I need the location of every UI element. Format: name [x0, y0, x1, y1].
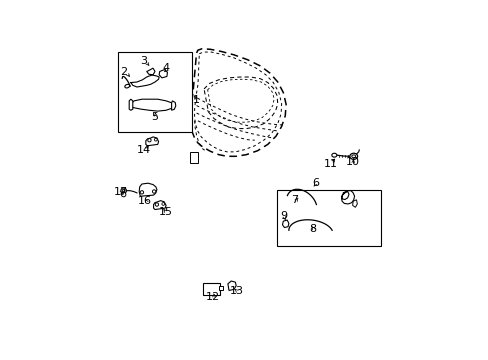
Bar — [219, 286, 222, 291]
Polygon shape — [153, 201, 166, 210]
Ellipse shape — [124, 84, 129, 88]
Circle shape — [122, 189, 125, 192]
Bar — [117, 51, 192, 132]
Circle shape — [121, 192, 125, 197]
Polygon shape — [159, 69, 167, 78]
Text: 2: 2 — [120, 67, 127, 77]
Text: 7: 7 — [291, 195, 298, 205]
Polygon shape — [282, 220, 288, 228]
Polygon shape — [145, 137, 158, 146]
Bar — [190, 152, 198, 163]
Text: 13: 13 — [229, 286, 243, 296]
Text: 6: 6 — [312, 178, 319, 188]
Circle shape — [140, 191, 143, 194]
Circle shape — [155, 203, 158, 206]
Ellipse shape — [331, 153, 336, 157]
Text: 10: 10 — [346, 157, 360, 167]
Text: 11: 11 — [324, 159, 337, 169]
Circle shape — [162, 203, 164, 205]
Text: 9: 9 — [280, 211, 287, 221]
Text: 17: 17 — [114, 187, 128, 197]
Circle shape — [147, 139, 151, 142]
Circle shape — [121, 188, 126, 193]
Polygon shape — [352, 200, 357, 207]
Text: 4: 4 — [162, 63, 169, 73]
Ellipse shape — [349, 153, 357, 159]
Text: 3: 3 — [140, 56, 147, 66]
Circle shape — [154, 138, 157, 141]
Text: 8: 8 — [309, 224, 316, 234]
Polygon shape — [139, 183, 157, 196]
Polygon shape — [171, 101, 175, 110]
Polygon shape — [146, 68, 155, 75]
FancyBboxPatch shape — [203, 283, 220, 294]
Text: 16: 16 — [138, 196, 152, 206]
Circle shape — [152, 190, 156, 193]
Ellipse shape — [351, 155, 355, 158]
Polygon shape — [227, 281, 236, 291]
Text: 5: 5 — [151, 112, 158, 122]
Text: 12: 12 — [206, 292, 220, 302]
Text: 14: 14 — [137, 145, 151, 155]
Polygon shape — [129, 99, 133, 110]
Bar — [276, 190, 380, 246]
Text: 15: 15 — [159, 207, 173, 217]
Text: 1: 1 — [193, 95, 200, 105]
